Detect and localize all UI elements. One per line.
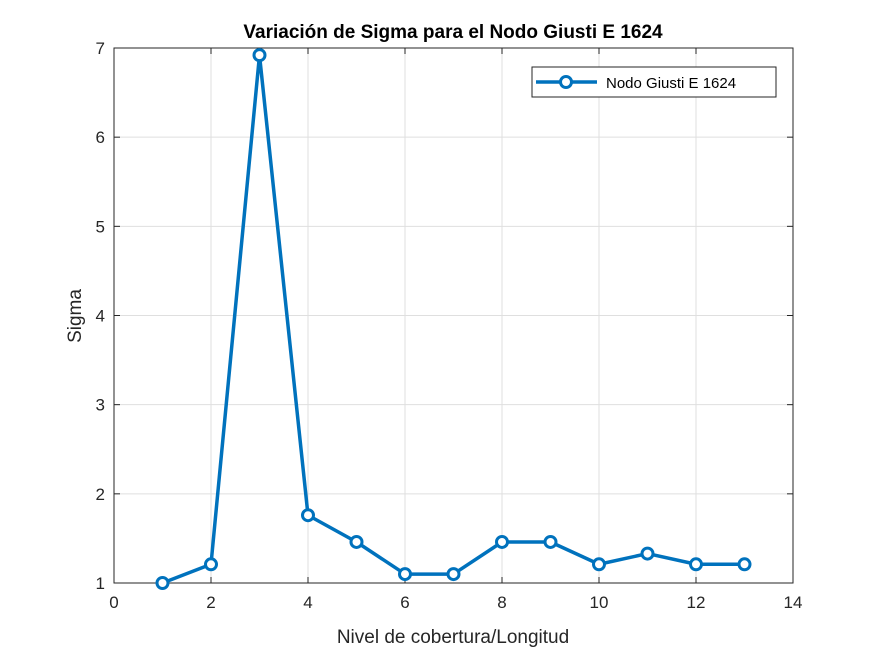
- x-tick-label: 12: [687, 593, 706, 612]
- y-tick-label: 3: [96, 396, 105, 415]
- series-layer: [155, 48, 752, 590]
- data-point: [495, 534, 509, 549]
- data-point: [446, 567, 461, 582]
- y-tick-label: 4: [96, 307, 105, 326]
- chart-title: Variación de Sigma para el Nodo Giusti E…: [243, 22, 663, 43]
- data-point: [737, 557, 752, 572]
- x-tick-label: 2: [206, 593, 215, 612]
- legend-marker-swatch: [559, 75, 573, 89]
- y-tick-label: 7: [96, 39, 105, 58]
- legend-label: Nodo Giusti E 1624: [606, 75, 736, 92]
- data-point: [398, 567, 412, 582]
- data-point: [592, 557, 606, 572]
- data-point: [155, 576, 170, 590]
- x-axis-label: Nivel de cobertura/Longitud: [337, 627, 569, 648]
- legend: Nodo Giusti E 1624: [531, 66, 777, 98]
- x-tick-label: 8: [497, 593, 506, 612]
- x-tick-label: 0: [109, 593, 118, 612]
- y-tick-label: 5: [96, 217, 105, 236]
- data-point: [301, 508, 315, 523]
- data-point: [640, 546, 655, 561]
- x-tick-label: 4: [303, 593, 312, 612]
- x-tick-label: 10: [590, 593, 609, 612]
- x-tick-label: 6: [400, 593, 409, 612]
- data-point: [349, 534, 364, 549]
- y-tick-label: 6: [96, 128, 105, 147]
- y-tick-label: 1: [96, 574, 105, 593]
- data-point: [252, 48, 267, 63]
- data-point: [543, 534, 558, 549]
- data-point: [689, 557, 703, 572]
- y-tick-label: 2: [96, 485, 105, 504]
- y-axis-label: Sigma: [65, 289, 86, 343]
- x-tick-label: 14: [784, 593, 803, 612]
- axes-frame: [113, 47, 794, 584]
- data-point: [204, 557, 218, 572]
